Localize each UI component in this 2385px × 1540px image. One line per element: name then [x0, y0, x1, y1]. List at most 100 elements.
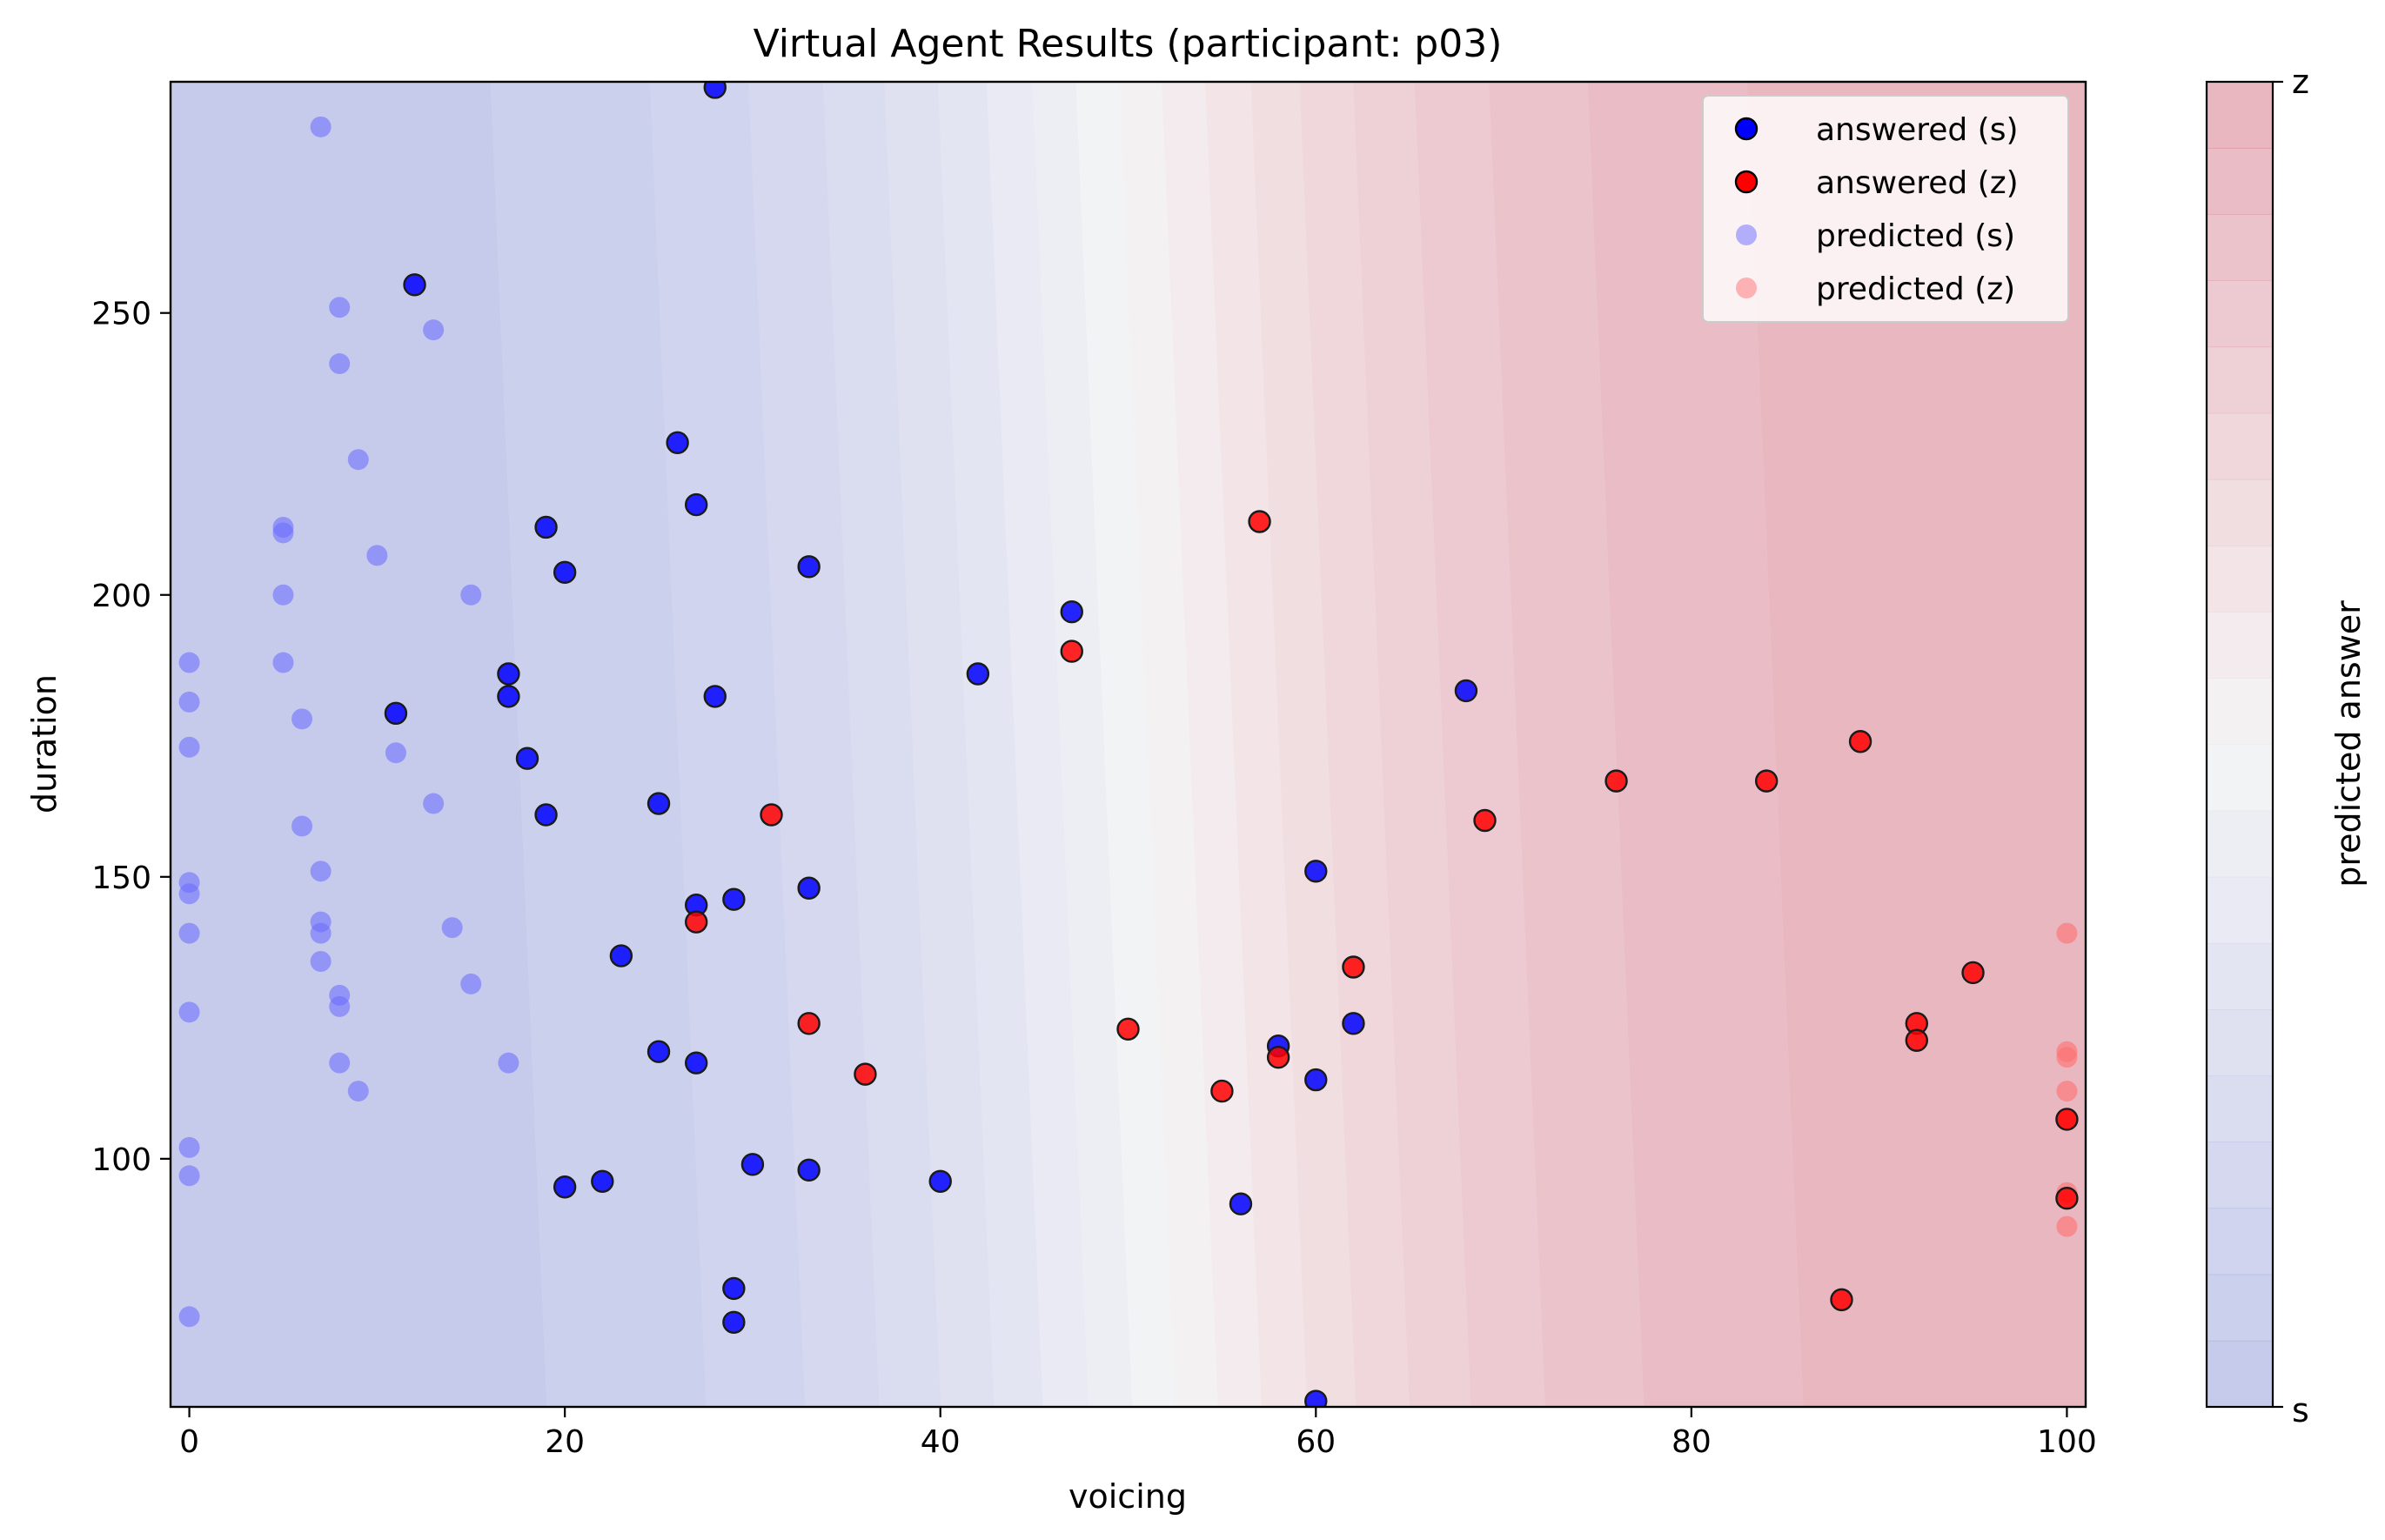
answered-z-point [1060, 639, 1083, 663]
predicted-s-point [178, 883, 200, 905]
legend-label: predicted (z) [1816, 271, 2015, 307]
colorbar-segment [2207, 280, 2273, 348]
predicted-s-point [178, 691, 200, 713]
colorbar-label: predicted answer [2329, 600, 2368, 887]
answered-z-point [684, 910, 708, 934]
answered-z-point [797, 1012, 821, 1035]
x-axis-label: voicing [1069, 1477, 1187, 1516]
colorbar-segment [2207, 1340, 2273, 1408]
predicted-s-point [310, 116, 332, 137]
predicted-s-point [310, 951, 332, 973]
contour-band [1075, 82, 1176, 1407]
answered-s-point [553, 560, 577, 585]
y-tick-label: 100 [91, 1142, 151, 1178]
answered-s-point [534, 515, 558, 539]
y-tick-label: 200 [91, 579, 151, 614]
colorbar-segment [2207, 744, 2273, 812]
contour-band [1299, 82, 1410, 1407]
x-tick-label: 0 [179, 1424, 199, 1460]
answered-s-point [1454, 679, 1478, 703]
predicted-s-point [498, 1052, 519, 1074]
answered-s-point [1229, 1192, 1253, 1215]
x-tick-label: 100 [2037, 1424, 2097, 1460]
x-tick-label: 40 [921, 1424, 961, 1460]
contour-band [986, 82, 1089, 1407]
predicted-s-point [441, 917, 463, 939]
predicted-s-point [366, 545, 388, 566]
predicted-s-point [291, 708, 313, 730]
colorbar-segment [2207, 1142, 2273, 1209]
colorbar-segment [2207, 678, 2273, 745]
contour-band [884, 82, 995, 1407]
answered-s-point [591, 1169, 614, 1193]
answered-s-point [684, 492, 708, 517]
colorbar-max-label: z [2292, 63, 2309, 101]
answered-s-point [722, 887, 746, 911]
answered-z-point [1905, 1028, 1928, 1052]
contour-band [937, 82, 1043, 1407]
predicted-s-point [178, 1306, 200, 1328]
colorbar-segment [2207, 1075, 2273, 1142]
predicted-s-point [423, 793, 445, 814]
predicted-z-point [2056, 922, 2078, 944]
predicted-z-point [2056, 1047, 2078, 1068]
colorbar-segment [2207, 148, 2273, 215]
legend-label: answered (z) [1816, 165, 2019, 201]
x-tick-label: 80 [1672, 1424, 1712, 1460]
colorbar-segment [2207, 942, 2273, 1010]
answered-s-point [515, 747, 539, 770]
contour-band [1353, 82, 1471, 1407]
answered-s-point [666, 431, 689, 454]
predicted-s-point [347, 1081, 369, 1102]
predicted-s-point [178, 1165, 200, 1187]
predicted-s-point [178, 922, 200, 944]
colorbar-segment [2207, 546, 2273, 613]
predicted-s-point [385, 742, 406, 764]
predicted-s-point [178, 1001, 200, 1023]
answered-s-point [497, 685, 520, 708]
colorbar [2205, 80, 2283, 1409]
plot-frame [169, 80, 2087, 1409]
answered-s-point [684, 1051, 708, 1075]
predicted-z-point [2056, 1081, 2078, 1102]
answered-s-point [703, 82, 727, 99]
legend-marker [1736, 278, 1757, 298]
colorbar-segment [2207, 1009, 2273, 1076]
answered-s-point [384, 701, 408, 726]
contour-band [649, 82, 806, 1407]
answered-s-point [722, 1276, 746, 1301]
contour-band [1250, 82, 1357, 1407]
predicted-s-point [272, 522, 294, 544]
answered-s-point [497, 662, 520, 686]
answered-s-point [553, 1175, 577, 1199]
answered-s-point [1304, 1389, 1328, 1407]
contour-band [1118, 82, 1218, 1407]
contour-band [1489, 82, 1645, 1407]
x-tick-label: 60 [1296, 1424, 1336, 1460]
colorbar-segment [2207, 612, 2273, 679]
contour-band [1161, 82, 1262, 1407]
answered-s-point [722, 1310, 746, 1334]
legend: answered (s) answered (z) predicted (s) pre… [1702, 95, 2069, 323]
x-axis: 0 20 40 60 80 100 [179, 1407, 2097, 1460]
answered-s-point [966, 662, 990, 686]
predicted-s-point [178, 736, 200, 758]
y-axis: 100 150 200 250 [91, 297, 171, 1178]
answered-s-point [928, 1169, 952, 1193]
answered-s-point [1060, 600, 1083, 624]
chart-title: Virtual Agent Results (participant: p03) [754, 22, 1503, 66]
colorbar-segment [2207, 810, 2273, 878]
answered-z-point [1248, 510, 1271, 533]
answered-z-point [1830, 1288, 1853, 1312]
answered-z-point [1342, 955, 1365, 979]
answered-z-point [1116, 1017, 1140, 1041]
predicted-s-point [310, 922, 332, 944]
answered-z-point [1754, 769, 1779, 793]
answered-s-point [1342, 1012, 1365, 1035]
predicted-s-point [460, 973, 482, 994]
answered-z-point [854, 1062, 877, 1086]
predicted-s-point [272, 652, 294, 673]
predicted-s-point [347, 449, 369, 471]
answered-z-point [1473, 808, 1497, 833]
